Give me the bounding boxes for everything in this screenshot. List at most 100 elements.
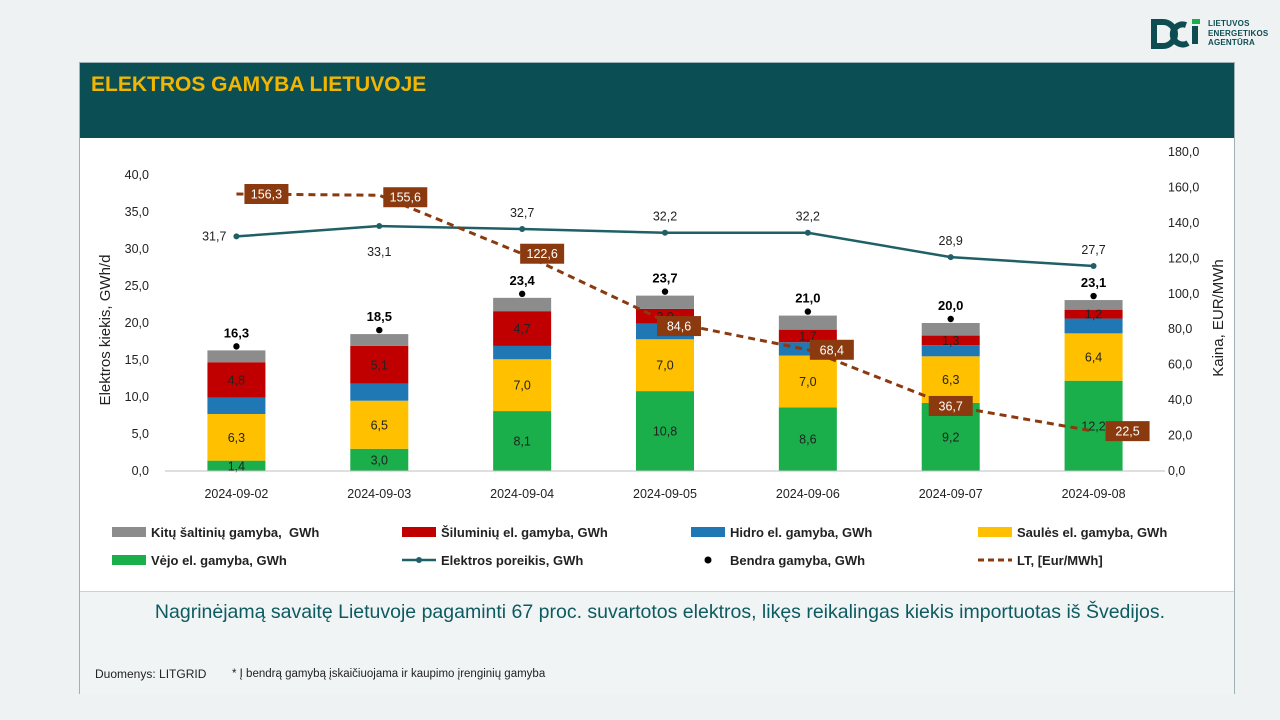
slide-footer: Nagrinėjamą savaitę Lietuvoje pagaminti … [80,591,1234,694]
y2-tick-label: 80,0 [1168,322,1192,336]
y-tick-label: 5,0 [132,427,149,441]
price-label-box [383,187,428,208]
y2-tick-label: 40,0 [1168,393,1192,407]
y-tick-label: 25,0 [125,279,149,293]
bar-other [1064,300,1123,310]
legend-thermal-label: Šiluminių el. gamyba, GWh [441,524,608,540]
lea-logo-mark [1151,19,1200,49]
bar-label-solar: 6,3 [942,373,959,387]
summary-text: Nagrinėjamą savaitę Lietuvoje pagaminti … [154,601,1166,623]
bar-thermal [778,329,837,343]
legend-hydro: Hidro el. gamyba, GWh [691,522,872,542]
right-axis: 0,0 20,0 40,0 60,0 80,0 100,0 120,0 140,0 160,0 1… [1168,145,1199,478]
y-tick-label: 20,0 [125,316,149,330]
legend-price-label: LT, [Eur/MWh] [1017,552,1103,568]
lea-logo: LIETUVOS ENERGETIKOS AGENTŪRA [1150,16,1270,56]
price-label: 155,6 [390,191,421,205]
legend-other-label: Kitų šaltinių gamyba, GWh [151,524,320,540]
bar-label-solar: 7,0 [513,379,530,393]
demand-label: 31,7 [202,229,226,243]
bar-label-thermal: 4,7 [513,322,530,336]
x-tick-label: 2024-09-08 [1062,487,1126,501]
legend-total-label: Bendra gamyba, GWh [730,552,866,568]
bar-label-wind: 1,4 [228,459,245,473]
demand-point [662,229,668,236]
bar-thermal [1064,309,1123,319]
price-label-box [809,339,854,360]
bar-thermal [921,335,980,346]
price-label-box [244,184,289,205]
bar-wind [207,460,266,471]
bar-solar [1064,333,1123,381]
legend-thermal-swatch [402,527,436,537]
x-tick-label: 2024-09-05 [633,487,697,501]
x-axis: 2024-09-02 2024-09-03 2024-09-04 2024-09-05… [165,470,1165,501]
legend-solar-label: Saulės el. gamyba, GWh [1017,524,1168,540]
bar-hydro [493,345,552,360]
y2-tick-label: 120,0 [1168,251,1199,265]
bar-wind [636,391,694,471]
price-label: 122,6 [527,247,558,261]
total-label: 20,0 [938,298,963,313]
y2-tick-label: 100,0 [1168,287,1199,301]
total-point [661,288,669,295]
price-label: 156,3 [251,188,282,202]
bar-solar [921,356,980,403]
bar-label-wind: 12,2 [1081,419,1105,433]
legend-thermal: Šiluminių el. gamyba, GWh [402,522,608,542]
demand-label: 33,1 [367,245,391,259]
price-label-box [657,316,701,337]
y2-tick-label: 20,0 [1168,429,1192,443]
total-point [376,326,383,334]
demand-point [376,223,383,230]
legend-solar-swatch [978,527,1012,537]
price-label-box [928,395,973,416]
bar-thermal [493,311,552,346]
x-tick-label: 2024-09-07 [919,487,983,501]
bar-wind [493,411,552,471]
bar-label-wind: 9,2 [942,430,959,444]
y-tick-label: 35,0 [125,205,149,219]
bar-hydro [921,345,980,357]
chart-area: 0,0 5,0 10,0 15,0 20,0 25,0 30,0 35,0 40,0 0,0 20… [80,138,1234,591]
legend-price-swatch [978,558,1012,562]
y-tick-label: 15,0 [125,353,149,367]
price-label: 84,6 [667,320,691,334]
demand-point [519,226,526,233]
bar-other [921,323,980,336]
bar-label-wind: 8,1 [513,435,530,449]
demand-label: 32,2 [653,210,677,224]
total-label: 21,0 [795,291,820,306]
demand-point [1090,263,1097,270]
bar-label-thermal: 4,8 [228,373,245,387]
footnote-text: * Į bendrą gamybą įskaičiuojama ir kaupi… [232,668,546,680]
total-point [233,343,240,350]
logo-line-2: ENERGETIKOS [1208,28,1269,38]
bar-solar [350,400,409,449]
y-tick-label: 10,0 [125,390,149,404]
legend-wind-label: Vėjo el. gamyba, GWh [151,552,287,568]
price-label: 36,7 [939,399,963,413]
demand-point [804,229,811,236]
y2-tick-label: 180,0 [1168,145,1199,159]
legend-wind: Vėjo el. gamyba, GWh [112,550,287,570]
bar-other [350,334,409,346]
demand-series: 31,7 33,1 32,7 32,2 32,2 28,9 27,7 [202,206,1106,270]
total-label: 16,3 [224,325,249,340]
price-label-box [520,243,565,264]
legend-wind-swatch [112,555,146,565]
bar-other [207,350,266,363]
logo-line-1: LIETUVOS [1208,19,1250,28]
bar-solar [636,339,694,392]
total-point [518,290,526,298]
total-label: 23,1 [1081,275,1106,290]
demand-label: 32,7 [510,206,534,220]
bar-label-wind: 3,0 [371,453,388,467]
total-label: 18,5 [367,309,392,324]
bar-hydro [1064,318,1123,334]
demand-label: 32,2 [796,210,820,224]
y-tick-label: 0,0 [132,464,149,478]
legend-demand-label: Elektros poreikis, GWh [441,552,584,568]
legend-demand-swatch [402,557,436,563]
x-tick-label: 2024-09-02 [204,487,268,501]
